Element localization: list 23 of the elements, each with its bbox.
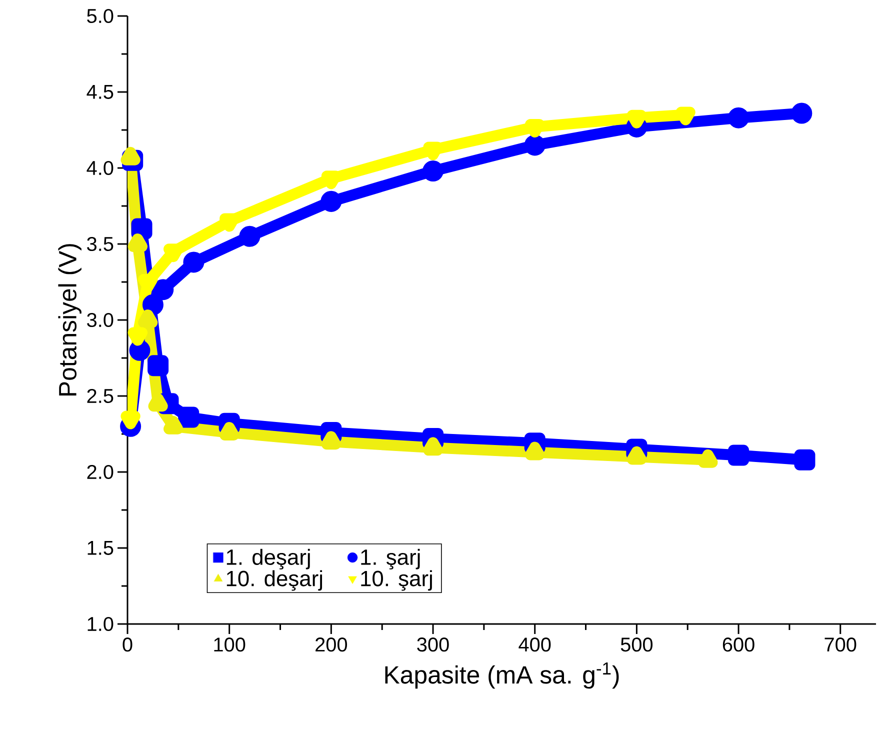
- y-tick-label: 4.5: [86, 85, 114, 99]
- x-tick-label: 300: [417, 638, 449, 652]
- y-tick-label: 3.0: [87, 312, 114, 328]
- y-tick-label: 2.5: [87, 388, 114, 404]
- y-tick-label: 1.5: [88, 541, 114, 555]
- x-tick-label: 0: [122, 638, 132, 652]
- y-tick-label: 1.0: [88, 616, 114, 632]
- y-tick-label: 3.5: [87, 236, 114, 252]
- y-axis-title: Potansiyel (V): [58, 244, 82, 396]
- legend-label: 1. şarj: [361, 548, 420, 570]
- legend-label: 10. deşarj: [226, 570, 322, 591]
- legend-label: 10. şarj: [361, 570, 432, 591]
- y-tick-label: 5.0: [87, 8, 114, 24]
- y-tick-label: 2.0: [87, 464, 114, 480]
- x-axis-title: Kapasite (mA sa. g$^{-1}$): [385, 662, 619, 689]
- x-tick-label: 600: [722, 638, 754, 652]
- x-tick-label: 100: [214, 638, 246, 652]
- x-tick-label: 700: [824, 638, 856, 652]
- x-tick-label: 500: [620, 638, 653, 652]
- y-tick-label: 4.0: [86, 160, 114, 176]
- x-tick-label: 200: [316, 638, 348, 652]
- x-tick-label: 400: [518, 638, 551, 652]
- legend-label: 1. deşarj: [226, 548, 310, 570]
